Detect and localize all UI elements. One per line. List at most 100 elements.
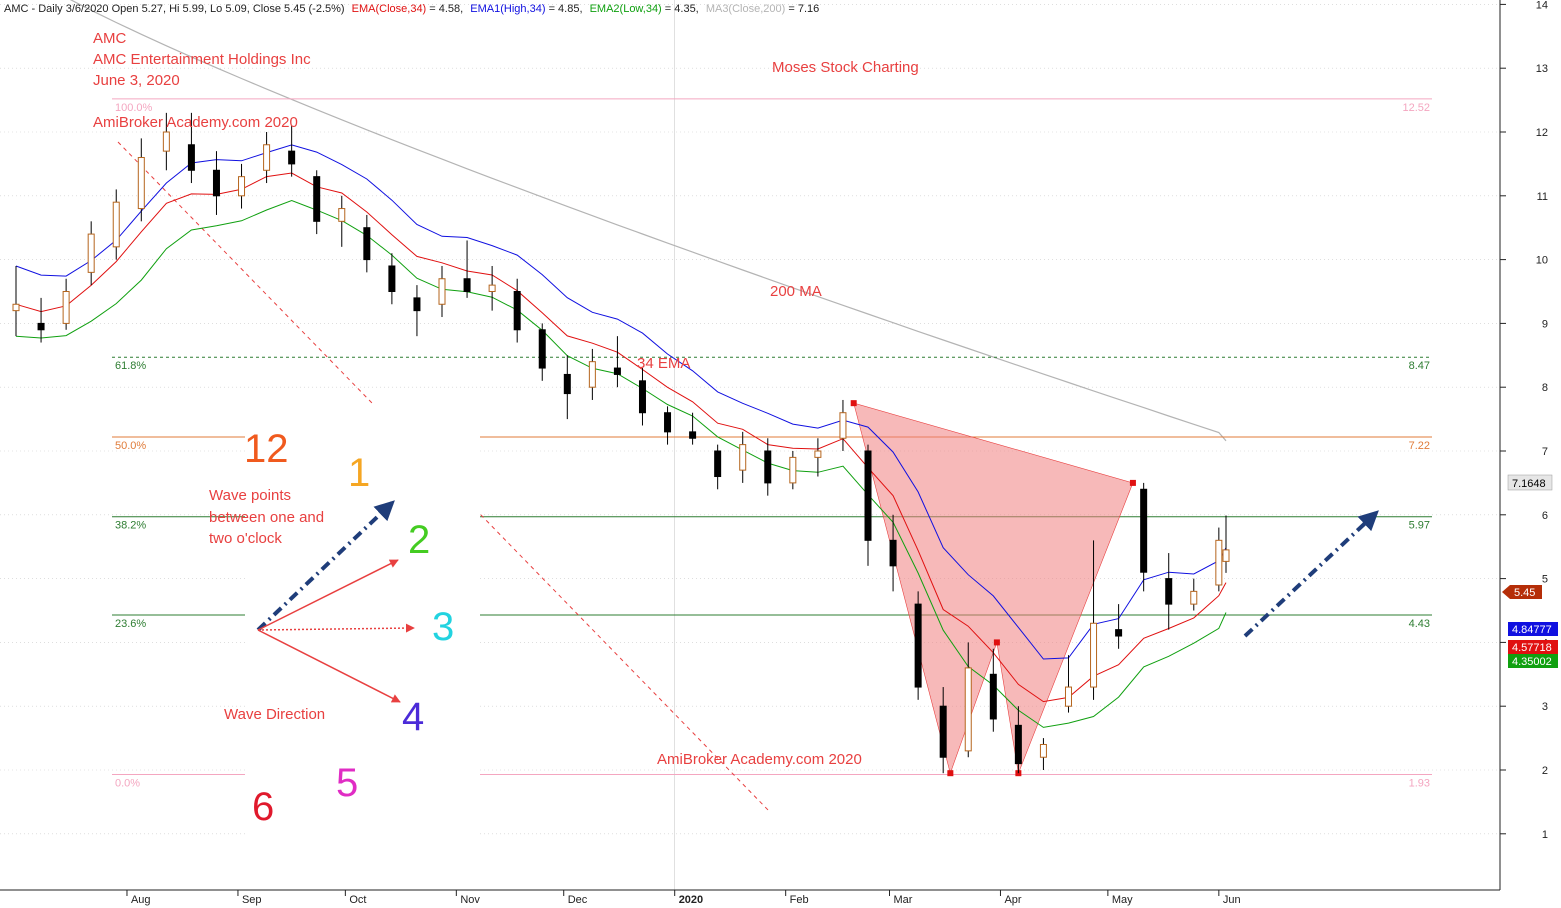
x-tick-label-jun: Jun — [1223, 894, 1241, 906]
x-tick-label-apr: Apr — [1004, 894, 1021, 906]
header-ma3: MA3(Close,200) — [706, 3, 785, 15]
y-tick-label-9: 9 — [1542, 318, 1548, 330]
clock-number-1: 1 — [348, 451, 370, 495]
pattern-point-2 — [993, 639, 1000, 646]
fib-value-1: 8.47 — [1409, 360, 1430, 372]
candle-body-23 — [588, 361, 596, 388]
date-label: June 3, 2020 — [93, 72, 180, 89]
hand-to-four — [257, 629, 401, 703]
fib-percent-5: 0.0% — [115, 777, 140, 789]
pattern-point-1 — [947, 770, 954, 777]
candle-body-30 — [764, 450, 772, 484]
ema-low-price-text: 4.35002 — [1512, 656, 1552, 668]
y-tick-label-6: 6 — [1542, 510, 1548, 522]
ma200-line — [69, 0, 1227, 442]
brand-label: Moses Stock Charting — [772, 59, 919, 76]
x-tick-label-feb: Feb — [790, 894, 809, 906]
y-tick-label-11: 11 — [1537, 191, 1548, 203]
candle-body-20 — [513, 291, 521, 331]
clock-number-6: 6 — [252, 785, 274, 829]
candle-body-7 — [187, 144, 195, 171]
watermark-bottom: AmiBroker Academy.com 2020 — [657, 751, 862, 768]
candle-body-25 — [638, 380, 646, 414]
candle-body-6 — [162, 131, 170, 152]
y-tick-label-14: 14 — [1536, 0, 1548, 11]
ema-high-price-text: 4.84777 — [1512, 624, 1552, 636]
clock-hands — [256, 500, 415, 703]
candle-body-3 — [87, 233, 95, 273]
fib-percent-2: 50.0% — [115, 440, 146, 452]
x-tick-label-may: May — [1112, 894, 1133, 906]
header-ema2-value: = 4.35, — [665, 3, 699, 15]
header-ema-value: = 4.58, — [429, 3, 463, 15]
candle-body-15 — [388, 265, 396, 293]
header-ema2: EMA2(Low,34) — [590, 3, 662, 15]
wave-points-line-3: two o'clock — [209, 530, 282, 547]
header-prefix: AMC - Daily 3/6/2020 Open 5.27, Hi 5.99,… — [4, 3, 345, 15]
clock-number-3: 3 — [432, 605, 454, 649]
fib-percent-1: 61.8% — [115, 360, 146, 372]
hand-to-one-thirty — [256, 500, 395, 632]
candle-body-35 — [889, 539, 897, 567]
wave-points-line-1: Wave points — [209, 487, 291, 504]
header-ema1: EMA1(High,34) — [470, 3, 545, 15]
candle-body-37 — [939, 705, 947, 758]
ema34-label: 34 EMA — [637, 355, 690, 372]
fib-percent-0: 100.0% — [115, 102, 153, 114]
y-tick-label-13: 13 — [1536, 63, 1548, 75]
close-price-label: 5.45 — [1502, 585, 1542, 599]
ema-low-line — [15, 199, 1227, 728]
ema-close-price-text: 4.57718 — [1512, 642, 1552, 654]
clock-number-2: 2 — [408, 518, 430, 562]
y-tick-label-3: 3 — [1542, 701, 1548, 713]
fib-percent-3: 38.2% — [115, 520, 146, 532]
ema-high-line — [15, 144, 1227, 660]
candle-body-22 — [563, 373, 571, 395]
x-tick-label-dec: Dec — [568, 894, 588, 906]
y-tick-label-1: 1 — [1542, 829, 1548, 841]
candle-body-10 — [263, 144, 271, 171]
x-tick-label-oct: Oct — [349, 894, 366, 906]
candle-body-42 — [1064, 686, 1072, 707]
candle-body-31 — [789, 456, 797, 484]
y-axis: 1234567891011121314 — [1500, 0, 1548, 841]
fib-value-2: 7.22 — [1409, 440, 1430, 452]
candle-body-11 — [288, 150, 296, 165]
candle-body-49 — [1222, 549, 1230, 562]
fib-value-3: 5.97 — [1409, 520, 1430, 532]
candle-body-4 — [112, 201, 120, 248]
ema-low-price-label: 4.35002 — [1508, 654, 1558, 668]
candle-body-14 — [363, 227, 371, 261]
fib-value-5: 1.93 — [1409, 777, 1430, 789]
candle-body-32 — [814, 450, 822, 458]
clock-numbers: 12 1 2 3 4 5 6 — [244, 427, 454, 829]
candle-body-29 — [739, 444, 747, 471]
candle-body-26 — [664, 412, 672, 433]
candle-body-19 — [488, 284, 496, 292]
ma200-price-label: 7.1648 — [1507, 474, 1553, 491]
harmonic-pattern — [853, 402, 1134, 775]
candlesticks — [12, 112, 1230, 774]
fib-value-0: 12.52 — [1402, 102, 1430, 114]
y-tick-label-8: 8 — [1542, 382, 1548, 394]
candle-body-17 — [438, 278, 446, 305]
ema-close-price-label: 4.57718 — [1508, 640, 1558, 654]
candle-body-24 — [613, 367, 621, 375]
candle-body-39 — [989, 673, 997, 720]
chart-header: AMC - Daily 3/6/2020 Open 5.27, Hi 5.99,… — [4, 3, 819, 15]
candle-body-43 — [1090, 622, 1098, 688]
x-tick-label-aug: Aug — [131, 894, 151, 906]
y-tick-label-5: 5 — [1542, 574, 1548, 586]
candle-body-9 — [238, 176, 246, 197]
candle-body-41 — [1039, 743, 1047, 758]
y-tick-label-2: 2 — [1542, 765, 1548, 777]
candle-body-47 — [1190, 590, 1198, 605]
candle-body-16 — [413, 297, 421, 312]
x-tick-label-2020: 2020 — [679, 894, 703, 906]
y-tick-label-7: 7 — [1542, 446, 1548, 458]
company-label: AMC Entertainment Holdings Inc — [93, 51, 311, 68]
fib-percent-4: 23.6% — [115, 618, 146, 630]
ema-high-price-label: 4.84777 — [1508, 622, 1558, 636]
x-tick-label-nov: Nov — [460, 894, 480, 906]
